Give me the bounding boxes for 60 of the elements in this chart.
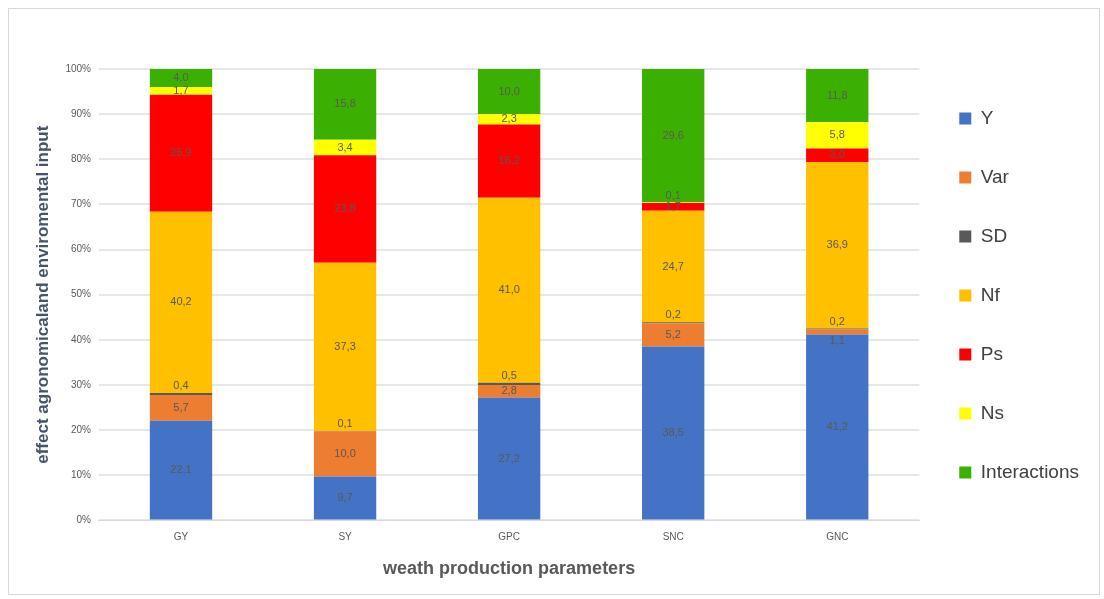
x-tick-label: GNC bbox=[826, 531, 849, 543]
data-label: 1,7 bbox=[173, 83, 189, 96]
data-label: 23,8 bbox=[334, 201, 356, 214]
data-label: 0,2 bbox=[829, 314, 845, 327]
legend-label: SD bbox=[980, 224, 1008, 246]
data-label: 27,2 bbox=[498, 451, 520, 464]
legend-label: Y bbox=[980, 106, 994, 128]
data-label: 0,4 bbox=[173, 379, 189, 392]
data-label: 4,0 bbox=[173, 71, 189, 84]
legend-label: Ns bbox=[980, 401, 1005, 423]
data-label: 25,9 bbox=[170, 146, 192, 159]
data-label: 1,7 bbox=[665, 199, 681, 212]
data-label: 2,3 bbox=[501, 112, 517, 125]
legend-label: Interactions bbox=[980, 460, 1080, 482]
y-tick-label: 0% bbox=[76, 514, 92, 526]
data-label: 0,5 bbox=[501, 368, 517, 381]
data-label: 36,9 bbox=[826, 238, 848, 251]
data-label: 5,2 bbox=[665, 327, 681, 340]
y-tick-label: 60% bbox=[70, 243, 92, 255]
y-tick-label: 10% bbox=[70, 469, 92, 481]
data-label: 29,6 bbox=[662, 128, 684, 141]
x-tick-label: GY bbox=[173, 531, 189, 543]
data-label: 0,1 bbox=[337, 417, 353, 430]
legend-label: Nf bbox=[980, 283, 1001, 305]
data-label: 22,1 bbox=[170, 463, 192, 476]
y-tick-label: 70% bbox=[70, 198, 92, 210]
data-label: 15,8 bbox=[334, 97, 356, 110]
data-label: 38,5 bbox=[662, 426, 684, 439]
data-label: 10,0 bbox=[334, 447, 356, 460]
data-label: 40,2 bbox=[170, 295, 192, 308]
data-label: 2,8 bbox=[501, 384, 517, 397]
y-tick-label: 90% bbox=[70, 107, 92, 119]
data-label: 41,2 bbox=[826, 419, 848, 432]
data-label: 3,0 bbox=[829, 148, 845, 161]
data-label: 16,2 bbox=[498, 154, 520, 167]
y-tick-label: 80% bbox=[70, 153, 92, 165]
data-label: 3,4 bbox=[337, 140, 353, 153]
x-axis-title: weath production parameters bbox=[382, 558, 636, 579]
y-tick-label: 100% bbox=[65, 62, 92, 74]
data-label: 0,1 bbox=[665, 188, 681, 201]
x-tick-label: GPC bbox=[498, 531, 520, 543]
data-label: 41,0 bbox=[498, 283, 520, 296]
data-label: 24,7 bbox=[662, 259, 684, 272]
legend-label: Ps bbox=[980, 342, 1003, 364]
legend-label: Var bbox=[980, 165, 1010, 187]
data-label: 5,8 bbox=[829, 128, 845, 141]
y-axis-title: effect agronomicaland enviromental input bbox=[32, 125, 52, 464]
y-tick-label: 40% bbox=[70, 333, 92, 345]
x-tick-label: SNC bbox=[662, 531, 684, 543]
data-label: 0,2 bbox=[665, 308, 681, 321]
data-label: 10,0 bbox=[498, 84, 520, 97]
x-tick-label: SY bbox=[338, 531, 353, 543]
y-tick-label: 20% bbox=[70, 423, 92, 435]
y-tick-label: 50% bbox=[70, 288, 92, 300]
data-label: 37,3 bbox=[334, 339, 356, 352]
y-tick-label: 30% bbox=[70, 378, 92, 390]
data-label: 11,8 bbox=[826, 88, 848, 101]
data-label: 5,7 bbox=[173, 400, 189, 413]
data-label: 1,1 bbox=[829, 334, 845, 347]
data-label: 9,7 bbox=[337, 491, 353, 504]
